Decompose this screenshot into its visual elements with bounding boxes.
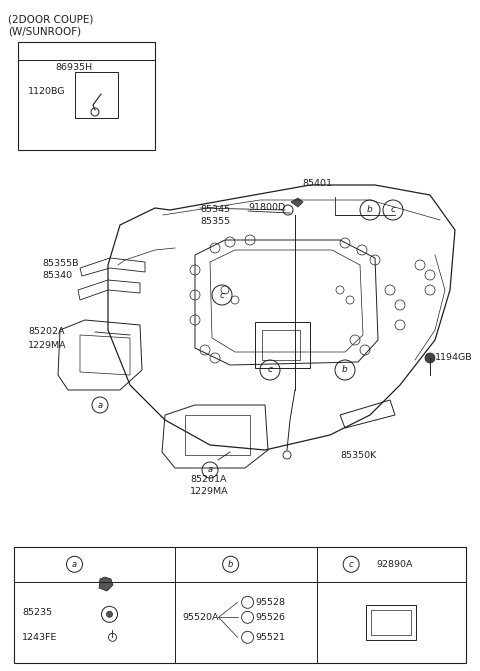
Text: 85355B: 85355B (42, 258, 79, 268)
Bar (366, 605, 416, 640)
Text: c: c (349, 560, 353, 569)
Bar (18, 42, 155, 150)
Text: 85355: 85355 (200, 217, 230, 225)
Text: 95520A: 95520A (182, 613, 219, 622)
Text: (W/SUNROOF): (W/SUNROOF) (8, 26, 81, 36)
Text: a: a (97, 401, 103, 409)
Text: 95526: 95526 (255, 613, 286, 622)
Text: 85235: 85235 (23, 608, 52, 617)
Text: 85350K: 85350K (340, 450, 376, 460)
Text: 85401: 85401 (302, 178, 332, 187)
Text: b: b (228, 560, 233, 569)
Text: (2DOOR COUPE): (2DOOR COUPE) (8, 14, 94, 24)
Text: c: c (391, 205, 396, 215)
Text: 85201A: 85201A (190, 476, 227, 484)
Text: a: a (72, 560, 77, 569)
Text: 91800D: 91800D (248, 203, 285, 213)
Text: 1120BG: 1120BG (28, 87, 65, 97)
Text: c: c (267, 366, 273, 374)
Text: c: c (219, 291, 225, 299)
Text: 85340: 85340 (42, 272, 72, 280)
Text: b: b (367, 205, 373, 215)
Circle shape (425, 353, 435, 363)
Polygon shape (291, 198, 303, 207)
Text: 1243FE: 1243FE (23, 633, 58, 642)
Bar (14, 547, 466, 663)
Text: 85202A: 85202A (28, 327, 64, 336)
Text: 85345: 85345 (200, 205, 230, 215)
Text: a: a (207, 466, 213, 474)
Text: 95528: 95528 (255, 598, 286, 607)
Circle shape (107, 611, 112, 617)
Bar (75, 72, 118, 118)
Polygon shape (99, 577, 113, 591)
Text: 95521: 95521 (255, 633, 286, 642)
Text: 1229MA: 1229MA (28, 340, 67, 350)
Text: 86935H: 86935H (55, 64, 92, 72)
Bar (371, 610, 411, 635)
Text: 1194GB: 1194GB (435, 354, 473, 362)
Text: b: b (342, 366, 348, 374)
Text: 92890A: 92890A (376, 560, 413, 569)
Text: 1229MA: 1229MA (190, 488, 228, 497)
Bar (262, 330, 300, 360)
